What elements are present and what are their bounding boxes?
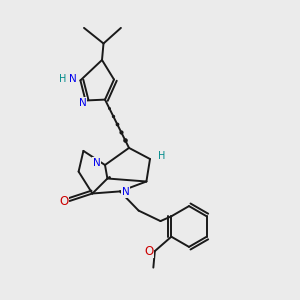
Text: N: N <box>122 187 129 197</box>
Text: O: O <box>59 195 68 208</box>
Text: N: N <box>69 74 77 84</box>
Text: H: H <box>158 151 165 161</box>
Text: N: N <box>93 158 101 168</box>
Text: N: N <box>79 98 87 108</box>
Text: H: H <box>59 74 66 84</box>
Text: O: O <box>144 244 154 258</box>
